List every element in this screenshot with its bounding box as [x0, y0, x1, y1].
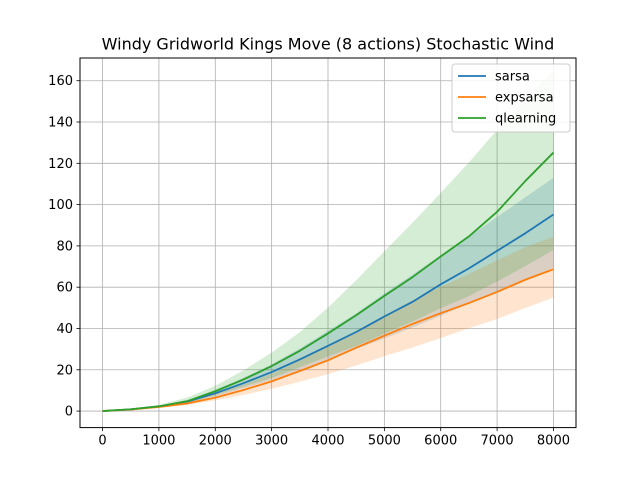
- y-tick-label: 80: [56, 239, 73, 254]
- y-tick-label: 60: [56, 281, 73, 296]
- chart-title: Windy Gridworld Kings Move (8 actions) S…: [102, 35, 555, 54]
- x-tick-label: 0: [98, 434, 106, 449]
- y-tick-label: 100: [48, 198, 73, 213]
- expsarsa-line: [102, 268, 554, 412]
- x-tick-label: 1000: [142, 434, 175, 449]
- x-tick-label: 5000: [368, 434, 401, 449]
- x-tick-label: 8000: [537, 434, 570, 449]
- series-lines: [102, 151, 555, 412]
- x-tick-label: 6000: [424, 434, 457, 449]
- y-tick-label: 40: [56, 322, 73, 337]
- qlearning-line: [102, 151, 555, 412]
- x-tick-label: 7000: [481, 434, 514, 449]
- sarsa-legend-label: sarsa: [495, 70, 530, 85]
- expsarsa-legend-label: expsarsa: [495, 91, 554, 106]
- y-tick-label: 120: [48, 157, 73, 172]
- x-tick-label: 3000: [255, 434, 288, 449]
- y-tick-label: 20: [56, 363, 73, 378]
- x-tick-label: 4000: [311, 434, 344, 449]
- y-tick-label: 0: [65, 405, 73, 420]
- x-tick-label: 2000: [199, 434, 232, 449]
- legend-box: [451, 63, 571, 133]
- sarsa-confidence-band: [102, 177, 554, 412]
- qlearning-legend-label: qlearning: [495, 112, 556, 127]
- expsarsa-confidence-band: [102, 236, 554, 412]
- y-tick-label: 160: [48, 74, 73, 89]
- axis-ticks: 0 1000 2000 3000 4000 5000 6000 7000 8000 0 20 40 60…: [48, 74, 570, 448]
- legend: sarsa expsarsa qlearning: [451, 63, 571, 133]
- y-tick-label: 140: [48, 116, 73, 131]
